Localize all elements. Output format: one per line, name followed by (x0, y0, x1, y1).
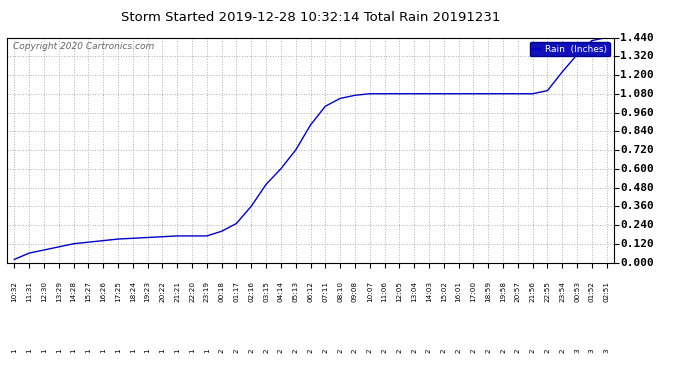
Text: 00:53: 00:53 (574, 280, 580, 302)
Text: 2: 2 (233, 348, 239, 352)
Text: 11:06: 11:06 (382, 280, 388, 302)
Text: 13:29: 13:29 (56, 280, 61, 302)
Text: 2: 2 (367, 348, 373, 352)
Text: 14:03: 14:03 (426, 280, 432, 302)
Text: 0.120: 0.120 (620, 239, 654, 249)
Text: 16:26: 16:26 (100, 280, 106, 302)
Text: 3: 3 (574, 348, 580, 352)
Text: 02:16: 02:16 (248, 280, 254, 302)
Text: 0.480: 0.480 (620, 183, 654, 192)
Text: 0.240: 0.240 (620, 220, 654, 230)
Text: 01:52: 01:52 (589, 280, 595, 302)
Text: Copyright 2020 Cartronics.com: Copyright 2020 Cartronics.com (13, 42, 155, 51)
Text: 20:57: 20:57 (515, 280, 521, 302)
Text: 23:54: 23:54 (560, 280, 565, 302)
Text: Storm Started 2019-12-28 10:32:14 Total Rain 20191231: Storm Started 2019-12-28 10:32:14 Total … (121, 11, 500, 24)
Text: 10:32: 10:32 (11, 280, 17, 302)
Text: 1: 1 (159, 348, 166, 352)
Text: 1: 1 (115, 348, 121, 352)
Text: 2: 2 (485, 348, 491, 352)
Text: 02:51: 02:51 (604, 280, 610, 302)
Text: 2: 2 (293, 348, 299, 352)
Text: 1: 1 (56, 348, 61, 352)
Text: 3: 3 (604, 348, 610, 352)
Text: 11:31: 11:31 (26, 280, 32, 302)
Text: 07:11: 07:11 (322, 280, 328, 302)
Text: 2: 2 (263, 348, 269, 352)
Text: 2: 2 (455, 348, 462, 352)
Text: 16:01: 16:01 (455, 280, 462, 302)
Text: 2: 2 (544, 348, 551, 352)
Text: 1.320: 1.320 (620, 51, 654, 61)
Text: 01:17: 01:17 (233, 280, 239, 302)
Text: 2: 2 (337, 348, 343, 352)
Text: 10:07: 10:07 (367, 280, 373, 302)
Text: 3: 3 (589, 348, 595, 352)
Text: 05:13: 05:13 (293, 280, 299, 302)
Text: 0.360: 0.360 (620, 201, 654, 211)
Text: 1: 1 (26, 348, 32, 352)
Text: 2: 2 (382, 348, 388, 352)
Text: 2: 2 (441, 348, 447, 352)
Text: 1: 1 (86, 348, 91, 352)
Text: 1: 1 (41, 348, 47, 352)
Text: 1: 1 (145, 348, 150, 352)
Text: 15:02: 15:02 (441, 280, 447, 302)
Text: 18:24: 18:24 (130, 280, 136, 302)
Text: 19:23: 19:23 (145, 280, 150, 302)
Text: 15:27: 15:27 (86, 280, 91, 302)
Text: 14:28: 14:28 (70, 280, 77, 302)
Text: 1.200: 1.200 (620, 70, 654, 80)
Text: 0.000: 0.000 (620, 258, 654, 267)
Text: 2: 2 (352, 348, 358, 352)
Text: 1.440: 1.440 (620, 33, 654, 42)
Text: 12:05: 12:05 (396, 280, 402, 302)
Text: 0.600: 0.600 (620, 164, 654, 174)
Text: 09:08: 09:08 (352, 280, 358, 302)
Text: 17:25: 17:25 (115, 280, 121, 302)
Text: 2: 2 (396, 348, 402, 352)
Text: 19:58: 19:58 (500, 280, 506, 302)
Text: 0.960: 0.960 (620, 108, 654, 117)
Text: 1: 1 (70, 348, 77, 352)
Text: 22:55: 22:55 (544, 280, 551, 302)
Text: 1: 1 (204, 348, 210, 352)
Text: 1: 1 (100, 348, 106, 352)
Text: 12:30: 12:30 (41, 280, 47, 302)
Text: 1: 1 (11, 348, 17, 352)
Text: 23:19: 23:19 (204, 280, 210, 302)
Text: 21:56: 21:56 (530, 280, 535, 302)
Text: 1.080: 1.080 (620, 89, 654, 99)
Text: 03:15: 03:15 (263, 280, 269, 302)
Text: 0.720: 0.720 (620, 145, 654, 155)
Text: 2: 2 (308, 348, 313, 352)
Text: 2: 2 (248, 348, 254, 352)
Text: 13:04: 13:04 (411, 280, 417, 302)
Text: 2: 2 (278, 348, 284, 352)
Text: 1: 1 (130, 348, 136, 352)
Text: 21:21: 21:21 (174, 280, 180, 302)
Text: 2: 2 (560, 348, 565, 352)
Text: 2: 2 (411, 348, 417, 352)
Text: 2: 2 (219, 348, 225, 352)
Text: 17:00: 17:00 (471, 280, 476, 302)
Text: 0.840: 0.840 (620, 126, 654, 136)
Text: 1: 1 (174, 348, 180, 352)
Text: 2: 2 (500, 348, 506, 352)
Text: 2: 2 (530, 348, 535, 352)
Text: 08:10: 08:10 (337, 280, 343, 302)
Text: 06:12: 06:12 (308, 280, 313, 302)
Text: 04:14: 04:14 (278, 280, 284, 302)
Text: 2: 2 (471, 348, 476, 352)
Legend: Rain  (Inches): Rain (Inches) (529, 42, 609, 56)
Text: 2: 2 (322, 348, 328, 352)
Text: 20:22: 20:22 (159, 280, 166, 302)
Text: 2: 2 (426, 348, 432, 352)
Text: 1: 1 (189, 348, 195, 352)
Text: 2: 2 (515, 348, 521, 352)
Text: 22:20: 22:20 (189, 280, 195, 302)
Text: 00:18: 00:18 (219, 280, 225, 302)
Text: 18:59: 18:59 (485, 280, 491, 302)
